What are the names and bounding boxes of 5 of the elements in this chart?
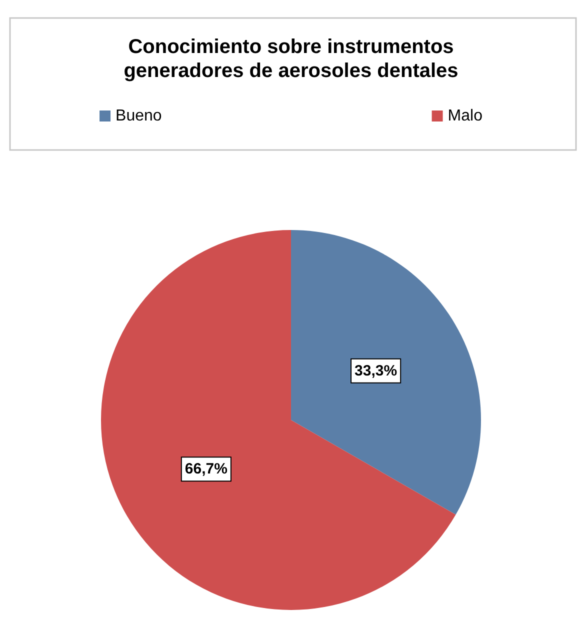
- chart-title: Conocimiento sobre instrumentos generadores de aerosoles dentales: [124, 36, 458, 82]
- data-label: 66,7%: [184, 460, 228, 478]
- legend-label: Bueno: [116, 108, 162, 124]
- data-label: 33,3%: [354, 362, 398, 380]
- legend-label: Malo: [448, 108, 483, 124]
